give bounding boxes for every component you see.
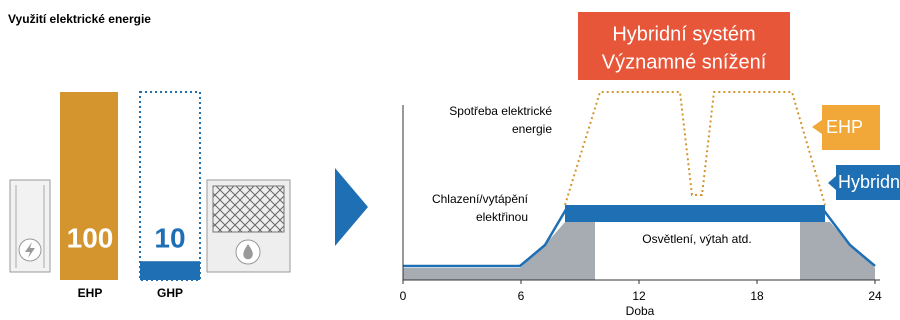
bar <box>140 261 200 280</box>
electric-unit <box>9 179 51 273</box>
x-tick-label: 18 <box>750 289 764 303</box>
annotation: Spotřeba elektrické <box>449 104 552 118</box>
x-axis-label: Doba <box>626 304 655 318</box>
gas-unit <box>206 179 291 273</box>
timeline <box>402 91 880 281</box>
ghp-outline <box>139 91 201 281</box>
x-tick-label: 24 <box>868 289 882 303</box>
callout-box <box>578 12 790 80</box>
bar-label: EHP <box>78 286 103 300</box>
annotation: Osvětlení, výtah atd. <box>642 232 751 246</box>
annotation: elektřinou <box>476 210 528 224</box>
bar <box>60 92 118 280</box>
tag-label: EHP <box>826 117 863 137</box>
tag <box>828 165 900 200</box>
bar-value: 10 <box>154 222 185 253</box>
tag <box>812 105 880 150</box>
x-tick-label: 12 <box>632 289 646 303</box>
title: Využití elektrické energie <box>8 12 151 26</box>
bar-value: 100 <box>67 222 114 253</box>
x-tick-label: 6 <box>518 289 525 303</box>
bar-label: GHP <box>157 286 183 300</box>
annotation: Chlazení/vytápění <box>432 192 529 206</box>
x-tick-label: 0 <box>400 289 407 303</box>
arrow <box>335 168 368 246</box>
annotation: energie <box>512 122 552 136</box>
tag-label: Hybridní <box>838 172 900 192</box>
callout: Hybridní systém <box>612 23 755 45</box>
callout: Významné snížení <box>602 51 767 73</box>
